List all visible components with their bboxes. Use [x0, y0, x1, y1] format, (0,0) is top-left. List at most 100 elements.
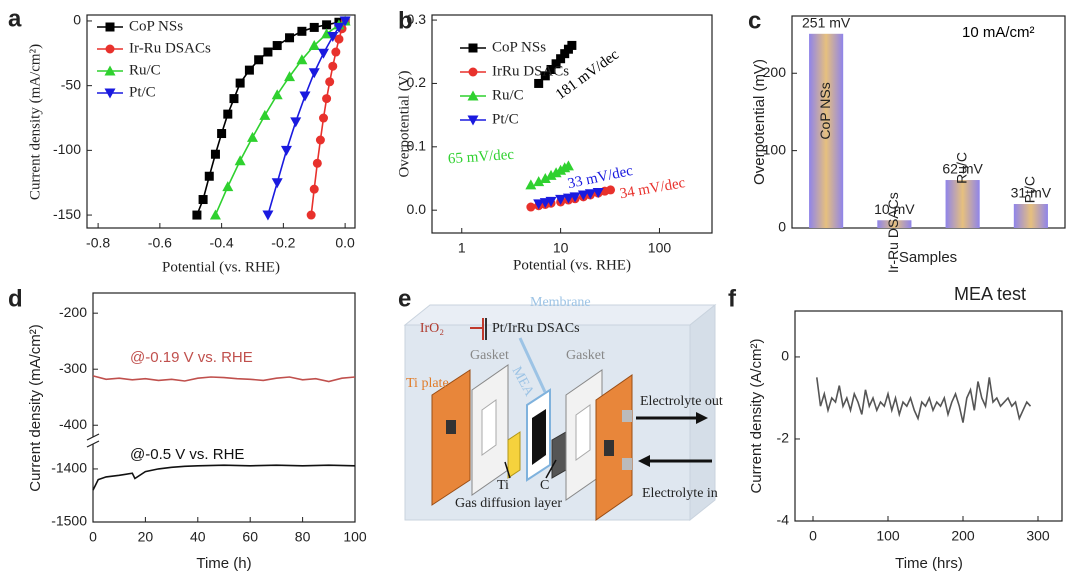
- y-tick-label: -100: [53, 141, 81, 157]
- x-tick-label: 100: [343, 529, 367, 545]
- marker: [254, 55, 264, 65]
- marker: [318, 48, 330, 59]
- x-axis-label: Potential (vs. RHE): [162, 259, 280, 275]
- x-tick-label: -0.4: [210, 235, 234, 251]
- marker: [234, 155, 246, 166]
- marker: [328, 61, 338, 71]
- marker: [263, 47, 273, 57]
- ti-layer: [507, 431, 521, 479]
- marker: [546, 65, 556, 74]
- marker: [331, 47, 341, 57]
- plot-frame: [791, 15, 1066, 229]
- x-tick-label: -0.6: [148, 235, 172, 251]
- marker: [105, 44, 115, 54]
- gasket-window: [575, 404, 591, 461]
- x-axis-label: Samples: [899, 249, 957, 266]
- axis-break: [86, 440, 100, 448]
- marker: [271, 89, 283, 100]
- value-label: 62 mV: [942, 161, 983, 177]
- x-tick-label: 1: [458, 240, 466, 256]
- arrow-head: [696, 412, 708, 424]
- arrow-head: [638, 455, 650, 467]
- marker: [562, 193, 574, 204]
- label-membrane: Membrane: [530, 295, 591, 310]
- marker: [309, 184, 319, 194]
- y-axis-label: Current density (mA/cm²): [27, 44, 43, 200]
- bar: [1013, 204, 1048, 228]
- value-label: 10 mV: [874, 201, 915, 217]
- marker: [290, 117, 302, 128]
- bar: [877, 220, 912, 228]
- label-ti: Ti: [497, 478, 509, 493]
- chart-title: MEA test: [954, 284, 1026, 304]
- panel: d Time (h) Current density (mA/cm²) -1500 -1…: [8, 285, 367, 572]
- marker: [584, 189, 596, 200]
- plot-frame: [794, 310, 1063, 522]
- marker: [104, 88, 116, 99]
- annotation: 10 mA/cm²: [962, 24, 1035, 41]
- category-label: CoP NSs: [817, 82, 833, 139]
- x-tick-label: 60: [242, 529, 258, 545]
- panel: c Samples Overpotential (mV) 0 100 200 251 mV C…: [748, 7, 1066, 273]
- marker: [299, 91, 311, 102]
- marker: [319, 113, 329, 123]
- y-tick-label: 100: [763, 141, 787, 157]
- panel-letter: f: [728, 285, 737, 312]
- panel-letter: c: [748, 7, 761, 34]
- label-ti-plate: Ti plate: [406, 376, 449, 391]
- marker: [244, 65, 254, 75]
- series-line: [92, 375, 356, 383]
- x-tick-label: 80: [295, 529, 311, 545]
- marker: [222, 181, 234, 192]
- x-axis-label: Time (h): [196, 555, 251, 572]
- marker: [467, 90, 479, 101]
- marker: [526, 202, 536, 212]
- y-tick-label: -300: [59, 360, 87, 376]
- marker: [468, 67, 478, 77]
- x-tick-label: 10: [553, 240, 569, 256]
- annotation: @-0.19 V vs. RHE: [130, 349, 253, 366]
- marker: [333, 22, 345, 33]
- marker: [551, 59, 561, 69]
- x-tick-label: 100: [648, 240, 672, 256]
- x-tick-label: 300: [1026, 528, 1050, 544]
- marker: [262, 210, 274, 221]
- marker: [312, 158, 322, 168]
- marker: [105, 22, 115, 32]
- panel: a Potential (vs. RHE) Current density (mA/…: [8, 5, 356, 275]
- x-axis-label: Time (hrs): [895, 555, 963, 572]
- label-gasket: Gasket: [566, 348, 605, 363]
- marker: [334, 34, 344, 44]
- y-tick-label: -400: [59, 416, 87, 432]
- marker: [339, 16, 351, 27]
- x-tick-label: 100: [876, 528, 900, 544]
- x-tick-label: 0.0: [335, 235, 355, 251]
- marker: [235, 78, 245, 88]
- port: [622, 410, 632, 422]
- marker: [606, 185, 616, 195]
- gasket-window: [481, 399, 497, 456]
- x-axis-label: Potential (vs. RHE): [513, 257, 631, 273]
- x-tick-label: 200: [951, 528, 975, 544]
- label-gasket: Gasket: [470, 348, 509, 363]
- legend-label: Pt/C: [129, 84, 156, 100]
- legend-label: Ru/C: [129, 62, 161, 78]
- marker: [322, 94, 332, 104]
- marker: [577, 190, 589, 201]
- marker: [229, 94, 239, 104]
- y-axis-label: Current density (A/cm²): [748, 338, 765, 493]
- marker: [322, 20, 332, 30]
- annotation: 65 mV/dec: [447, 147, 515, 168]
- plot-frame: [86, 14, 356, 229]
- marker: [467, 115, 479, 126]
- series-line: [816, 377, 1032, 423]
- ti-plate: [431, 369, 471, 506]
- panel-letter: d: [8, 285, 23, 312]
- annotation: @-0.5 V vs. RHE: [130, 446, 244, 463]
- marker: [296, 54, 308, 65]
- marker: [540, 71, 550, 81]
- marker: [545, 196, 557, 207]
- marker: [284, 71, 296, 82]
- y-axis-label: Current density (mA/cm²): [27, 324, 44, 492]
